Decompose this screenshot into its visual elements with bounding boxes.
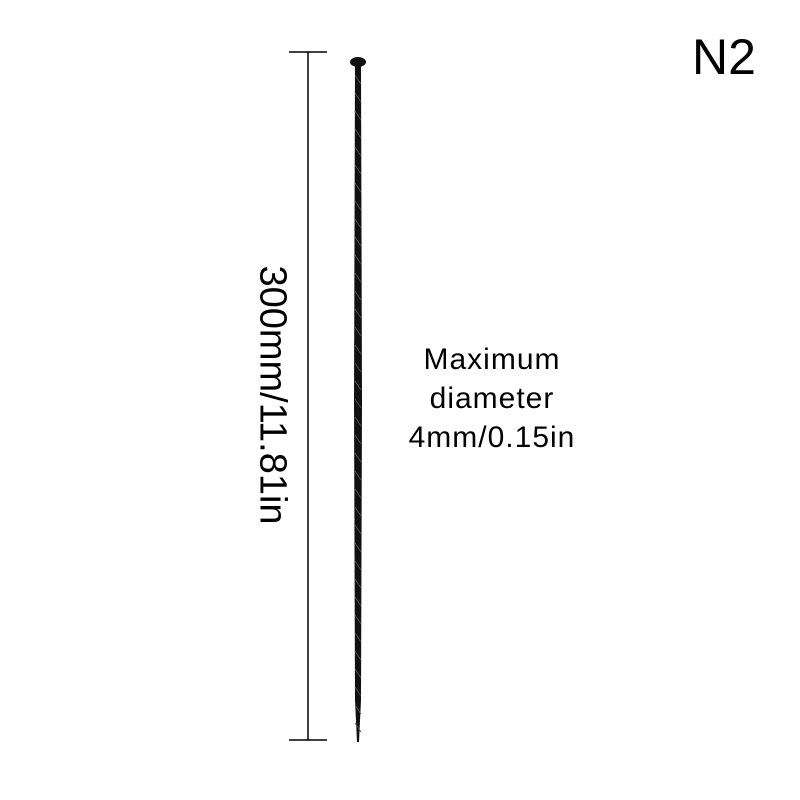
dimension-line: [289, 51, 327, 741]
diameter-line-2: diameter: [429, 382, 555, 415]
model-label: N2: [692, 29, 756, 85]
rod: [350, 57, 366, 742]
diameter-line-3: 4mm/0.15in: [408, 421, 576, 454]
diameter-label: Maximum diameter 4mm/0.15in: [382, 340, 602, 457]
length-label: 300mm/11.81in: [251, 265, 294, 525]
diameter-line-1: Maximum: [423, 343, 561, 376]
